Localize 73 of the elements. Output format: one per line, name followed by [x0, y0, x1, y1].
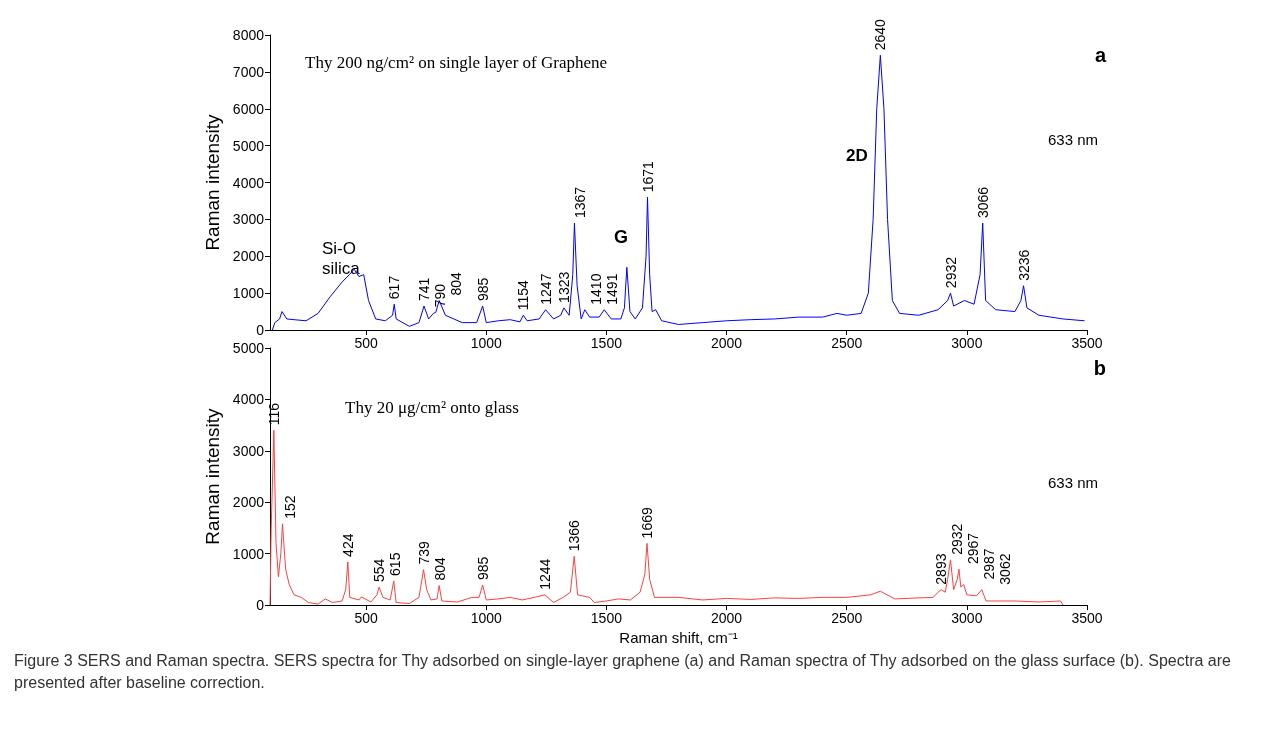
- annotation: 1367: [571, 186, 588, 219]
- annotation: 1154: [515, 279, 532, 311]
- x-tick-label: 2500: [831, 335, 863, 351]
- chart-title: b: [1093, 357, 1106, 379]
- y-tick-label: 1000: [232, 285, 265, 302]
- x-tick-label: 3000: [951, 610, 983, 627]
- x-tick-label: 3000: [951, 335, 983, 351]
- y-tick-label: 1000: [232, 545, 265, 562]
- annotation: 1323: [555, 271, 572, 303]
- annotation: 804: [448, 271, 465, 296]
- annotation: 3066: [974, 186, 991, 219]
- annotation: 1366: [566, 519, 583, 552]
- y-tick-label: 5000: [232, 137, 265, 154]
- y-tick-label: 7000: [232, 63, 265, 80]
- annotation: 2967: [965, 532, 982, 565]
- annotation: 615: [387, 552, 404, 576]
- annotation: 741: [416, 277, 433, 302]
- y-tick-label: 0: [256, 597, 265, 614]
- annotation: 633 nm: [1048, 473, 1099, 491]
- y-tick-label: 4000: [232, 174, 265, 191]
- annotation: 985: [474, 556, 491, 581]
- annotation: Si-O silica: [322, 238, 361, 278]
- y-tick-label: 5000: [232, 340, 265, 356]
- x-tick-label: 1500: [590, 335, 623, 351]
- annotation: 1671: [639, 160, 656, 193]
- x-tick-label: 3500: [1071, 610, 1103, 627]
- annotation: 2893: [933, 553, 950, 585]
- x-tick-label: 3500: [1071, 335, 1103, 351]
- x-tick-label: 500: [354, 335, 379, 351]
- annotation: 424: [339, 533, 356, 557]
- annotation: 790: [432, 283, 449, 308]
- annotation: 2932: [949, 523, 966, 555]
- y-tick-label: 0: [256, 322, 265, 338]
- annotation: 1244: [536, 558, 553, 590]
- x-tick-label: 2000: [710, 335, 743, 351]
- y-tick-label: 3000: [232, 211, 265, 228]
- y-tick-label: 4000: [232, 391, 265, 408]
- annotation: 633 nm: [1048, 130, 1099, 148]
- annotation: 1669: [639, 507, 656, 539]
- x-tick-label: 1000: [470, 335, 503, 351]
- annotation: 2932: [942, 256, 959, 289]
- caption: Figure 3 SERS and Raman spectra. SERS spectra for Thy adsorbed on single-layer graphene (a) and Raman spectra of Thy adsorbed on the glass surface (b). Spectra are presented after baseline correction.: [14, 651, 1232, 693]
- annotation: G: [614, 226, 629, 247]
- y-axis-title: Raman intensity: [201, 407, 223, 545]
- annotation: 985: [474, 277, 491, 302]
- y-tick-label: 6000: [232, 100, 265, 117]
- annotation: 152: [281, 495, 298, 519]
- chart-title: a: [1094, 44, 1107, 66]
- x-tick-label: 2500: [831, 610, 863, 627]
- annotation: 1247: [537, 273, 554, 305]
- annotation: 2640: [872, 18, 889, 51]
- y-tick-label: 8000: [232, 27, 265, 43]
- y-tick-label: 3000: [232, 442, 265, 459]
- annotation: 617: [386, 275, 403, 300]
- annotation: 1410: [587, 273, 604, 305]
- y-axis-title: Raman intensity: [201, 113, 223, 251]
- annotation: 2987: [981, 548, 998, 580]
- x-tick-label: 1000: [470, 610, 503, 627]
- x-tick-label: 2000: [710, 610, 743, 627]
- annotation: 2D: [846, 145, 868, 165]
- x-axis-title: Raman shift, cm⁻¹: [619, 629, 738, 646]
- annotation: 554: [371, 558, 388, 583]
- annotation: 804: [431, 556, 448, 581]
- y-tick-label: 2000: [232, 494, 265, 511]
- y-tick-label: 2000: [232, 248, 265, 265]
- annotation: Thy 20 μg/cm² onto glass: [345, 397, 519, 417]
- annotation: 3062: [997, 553, 1014, 585]
- annotation: 739: [415, 541, 432, 565]
- x-tick-label: 500: [354, 610, 379, 627]
- annotation: 3236: [1015, 249, 1032, 281]
- annotation: 1491: [603, 273, 620, 305]
- annotation: Thy 200 ng/cm² on single layer of Graphene: [305, 52, 608, 72]
- x-tick-label: 1500: [590, 610, 623, 627]
